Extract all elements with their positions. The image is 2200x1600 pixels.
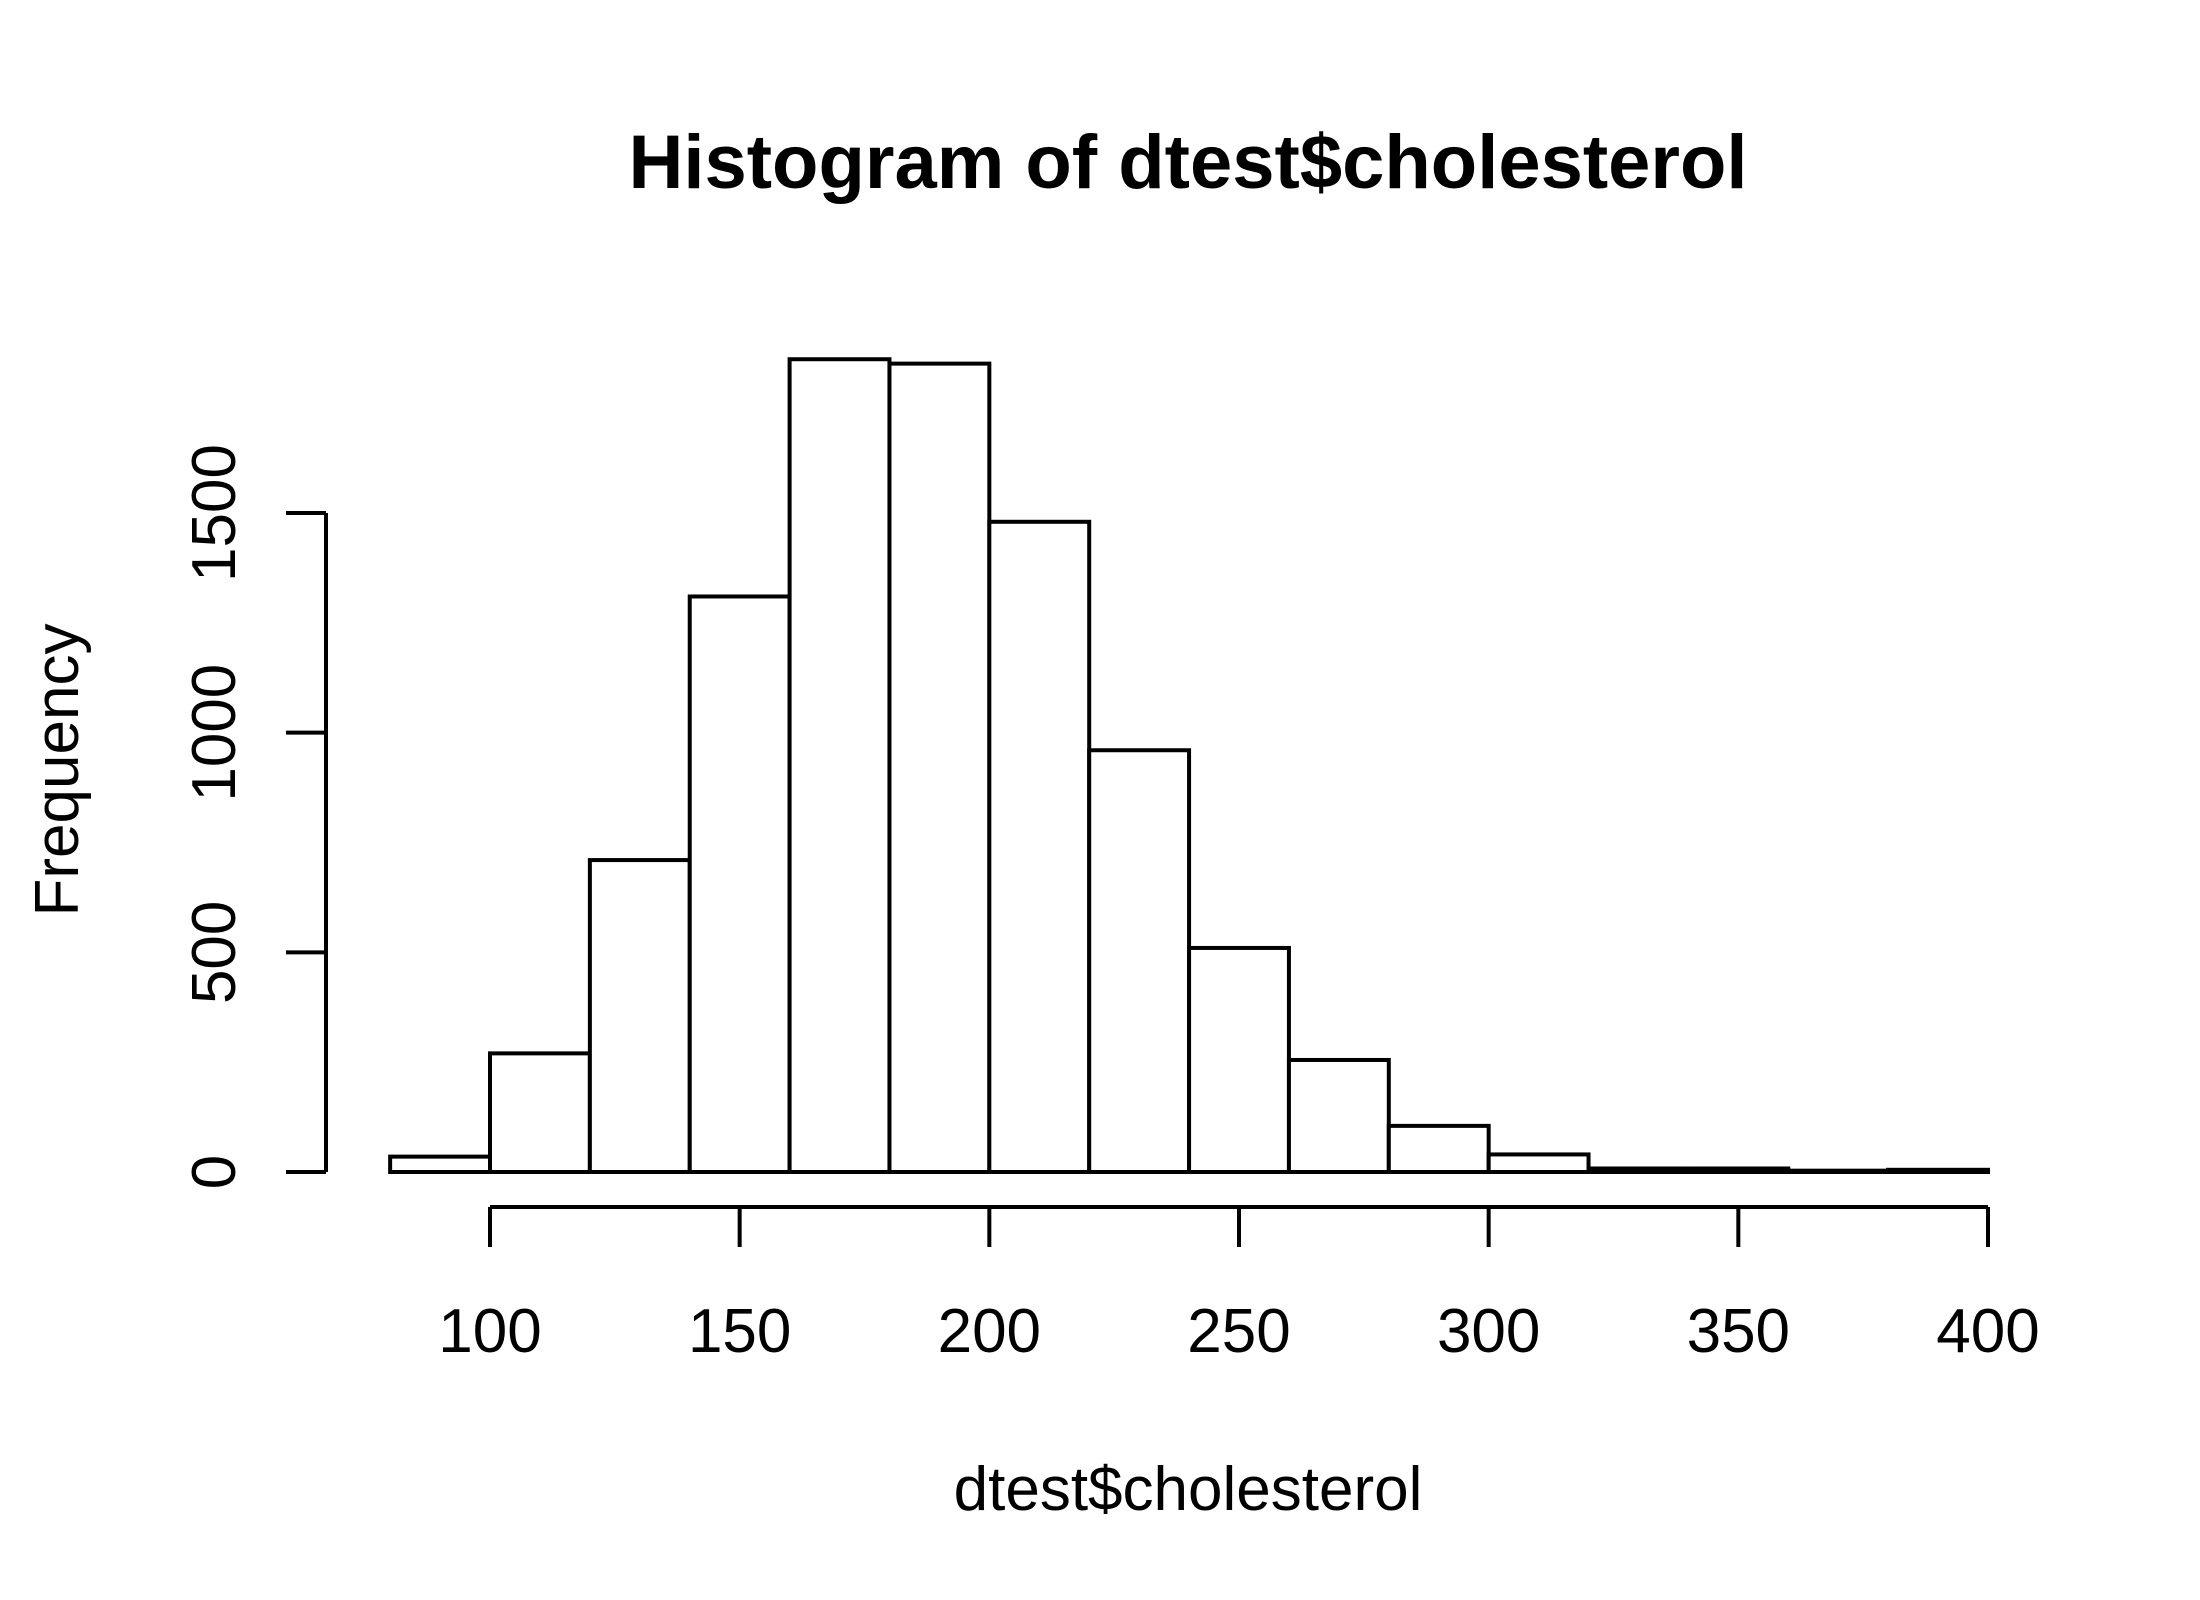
chart-title: Histogram of dtest$cholesterol (628, 120, 1747, 205)
y-tick-label: 1000 (180, 664, 249, 802)
histogram-bar (1886, 1167, 1990, 1175)
histogram-bar (987, 519, 1092, 1174)
y-axis: 0 500 1000 1500 (180, 444, 328, 1189)
histogram-bar (587, 858, 692, 1174)
histogram-bar (1087, 748, 1192, 1174)
histogram-bar (1586, 1166, 1691, 1175)
x-tick-label: 300 (1437, 1297, 1540, 1366)
histogram-bar (1786, 1168, 1891, 1175)
x-tick-label: 250 (1187, 1297, 1290, 1366)
x-tick-label: 150 (688, 1297, 791, 1366)
histogram-bar (687, 594, 792, 1174)
histogram-bar (787, 357, 892, 1174)
x-tick-label: 350 (1687, 1297, 1790, 1366)
y-axis-label: Frequency (23, 624, 92, 917)
x-tick-label: 200 (938, 1297, 1041, 1366)
histogram-bar (1187, 945, 1291, 1174)
y-tick-label: 1500 (180, 444, 249, 582)
x-tick-label: 100 (438, 1297, 541, 1366)
x-axis-label: dtest$cholesterol (954, 1455, 1423, 1524)
histogram-bar (388, 1154, 492, 1174)
histogram-bar (887, 361, 992, 1175)
histogram-bar (488, 1051, 592, 1175)
histogram-bar (1486, 1152, 1591, 1174)
histogram-bar (1386, 1123, 1491, 1174)
histogram-bar (1686, 1166, 1791, 1175)
y-tick-label: 500 (180, 901, 249, 1004)
y-tick-label: 0 (180, 1155, 249, 1189)
histogram-bar (1286, 1057, 1391, 1174)
x-tick-label: 400 (1936, 1297, 2039, 1366)
x-axis: 100 150 200 250 300 350 400 (438, 1205, 2040, 1366)
histogram-bars (388, 357, 1990, 1175)
